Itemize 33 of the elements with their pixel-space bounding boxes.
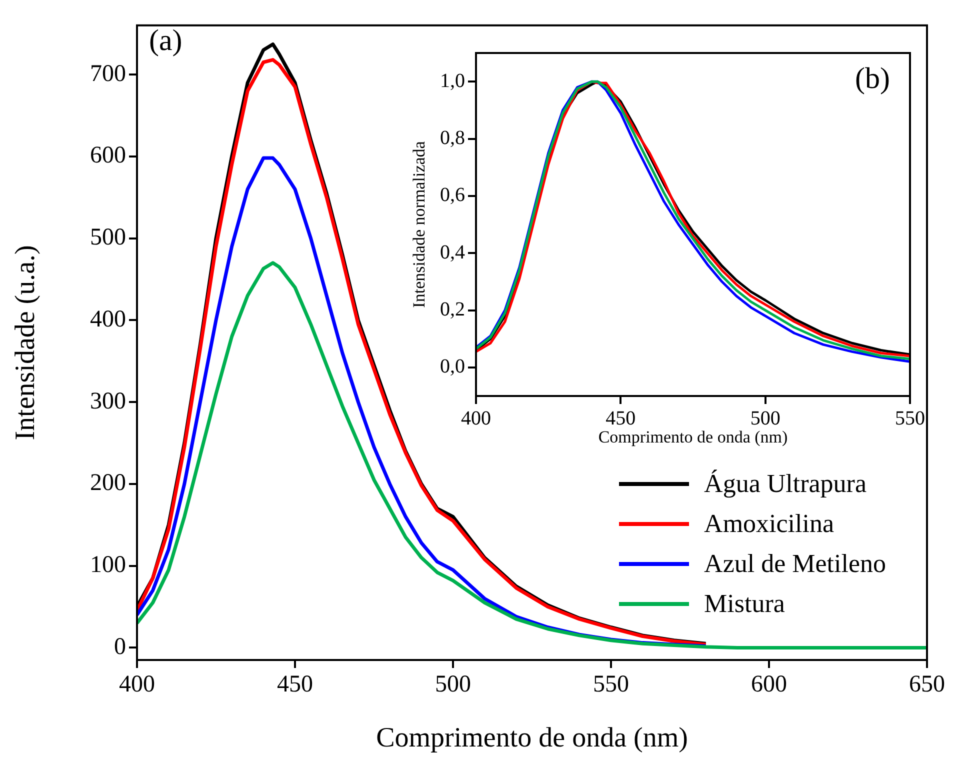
y-tick-label: 100 bbox=[90, 552, 126, 578]
x-tick-label: 450 bbox=[277, 672, 313, 698]
y-axis-title: Intensidade (u.a.) bbox=[10, 245, 42, 440]
annotation: (a) bbox=[149, 24, 182, 58]
y-axis-title: Intensidade normalizada bbox=[410, 140, 429, 308]
x-tick-label: 550 bbox=[895, 407, 925, 430]
legend-label: Água Ultrapura bbox=[704, 469, 866, 499]
x-tick-label: 400 bbox=[461, 407, 491, 430]
x-tick-label: 450 bbox=[606, 407, 636, 430]
x-axis-title: Comprimento de onda (nm) bbox=[376, 722, 688, 754]
x-tick-label: 650 bbox=[909, 672, 945, 698]
y-tick-label: 400 bbox=[90, 306, 126, 332]
y-tick-label: 0,2 bbox=[440, 298, 465, 320]
y-tick-label: 0,0 bbox=[440, 356, 465, 378]
y-tick-label: 700 bbox=[90, 60, 126, 87]
y-tick-label: 0,6 bbox=[440, 184, 465, 206]
y-tick-label: 300 bbox=[90, 388, 126, 414]
x-axis-title: Comprimento de onda (nm) bbox=[598, 427, 788, 446]
y-tick-label: 0 bbox=[114, 634, 126, 660]
legend-label: Amoxicilina bbox=[704, 509, 834, 539]
x-tick-label: 550 bbox=[593, 672, 629, 698]
x-tick-label: 400 bbox=[119, 672, 155, 698]
x-tick-label: 500 bbox=[750, 407, 780, 430]
y-tick-label: 500 bbox=[90, 224, 126, 251]
y-tick-label: 1,0 bbox=[440, 70, 465, 92]
y-tick-label: 600 bbox=[90, 142, 126, 169]
x-tick-label: 600 bbox=[751, 672, 787, 698]
y-tick-label: 0,4 bbox=[440, 241, 465, 264]
legend-label: Azul de Metileno bbox=[704, 549, 886, 579]
y-tick-label: 0,8 bbox=[440, 127, 465, 149]
legend-label: Mistura bbox=[704, 589, 785, 619]
annotation: (b) bbox=[855, 62, 890, 96]
y-tick-label: 200 bbox=[90, 470, 126, 496]
